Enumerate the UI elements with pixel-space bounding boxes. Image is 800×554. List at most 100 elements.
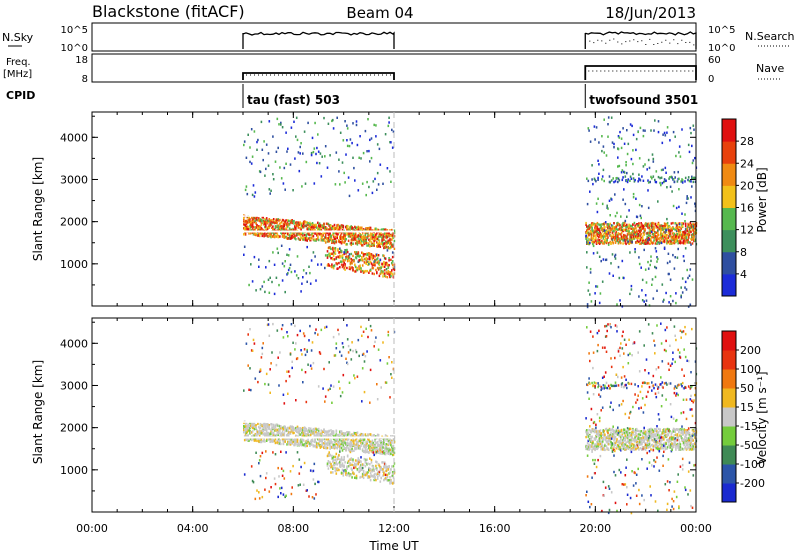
range-cell: [317, 226, 320, 229]
range-cell: [334, 240, 337, 244]
range-cell: [607, 223, 610, 227]
range-cell: [367, 440, 369, 443]
range-cell: [650, 129, 652, 132]
range-cell: [586, 303, 589, 306]
range-cell: [266, 227, 269, 231]
range-cell: [642, 134, 645, 138]
range-cell: [358, 239, 360, 243]
range-cell: [320, 239, 323, 242]
range-cell: [330, 432, 332, 436]
range-cell: [676, 226, 679, 230]
range-cell: [324, 431, 326, 434]
range-cell: [614, 238, 616, 242]
range-cell: [360, 444, 362, 448]
range-cell: [668, 272, 670, 276]
range-cell: [675, 235, 677, 238]
range-cell: [628, 232, 630, 235]
range-cell: [348, 464, 351, 467]
range-cell: [297, 237, 300, 240]
range-cell: [347, 256, 350, 259]
range-cell: [384, 434, 387, 437]
colorbar-tick-label: 4: [740, 268, 747, 281]
range-cell: [599, 235, 602, 239]
range-cell: [361, 367, 364, 370]
range-cell: [354, 236, 357, 239]
range-cell: [371, 266, 374, 270]
range-cell: [247, 221, 249, 224]
range-cell: [348, 259, 351, 262]
range-cell: [267, 234, 270, 238]
range-cell: [343, 439, 345, 443]
range-cell: [250, 437, 252, 441]
range-cell: [372, 465, 375, 469]
range-cell: [366, 450, 368, 453]
range-cell: [332, 443, 335, 447]
range-cell: [616, 237, 618, 241]
range-cell: [680, 286, 682, 289]
range-cell: [388, 447, 390, 450]
range-cell: [266, 231, 269, 234]
range-cell: [376, 253, 378, 256]
range-cell: [318, 227, 321, 230]
range-cell: [265, 228, 268, 231]
range-cell: [326, 264, 329, 267]
range-cell: [348, 444, 351, 447]
range-cell: [352, 435, 354, 438]
range-cell: [331, 240, 333, 243]
range-cell: [645, 222, 648, 226]
range-cell: [362, 463, 365, 467]
range-cell: [330, 446, 332, 449]
range-cell: [278, 235, 280, 239]
range-cell: [375, 478, 377, 482]
range-cell: [351, 463, 353, 467]
range-cell: [305, 441, 308, 445]
range-cell: [359, 226, 361, 229]
range-cell: [626, 152, 629, 156]
range-cell: [317, 431, 320, 434]
range-cell: [289, 221, 292, 224]
range-cell: [591, 178, 593, 181]
range-cell: [253, 428, 256, 431]
range-cell: [603, 223, 605, 227]
range-cell: [348, 442, 351, 445]
range-cell: [641, 236, 644, 240]
range-cell: [346, 258, 349, 261]
range-cell: [347, 447, 350, 450]
range-cell: [335, 429, 338, 432]
range-cell: [359, 476, 361, 479]
range-cell: [249, 160, 251, 164]
range-cell: [383, 471, 385, 474]
range-cell: [300, 429, 302, 432]
range-cell: [631, 233, 633, 237]
range-cell: [279, 351, 281, 354]
range-cell: [376, 398, 379, 401]
range-cell: [344, 470, 346, 474]
range-cell: [338, 239, 340, 242]
range-cell: [256, 439, 258, 443]
range-cell: [626, 239, 629, 242]
range-cell: [331, 265, 333, 269]
range-cell: [389, 241, 391, 244]
range-cell: [309, 429, 312, 432]
range-cell: [368, 438, 370, 441]
range-cell: [598, 255, 601, 258]
range-cell: [661, 181, 664, 185]
range-cell: [684, 286, 686, 289]
range-cell: [351, 448, 353, 451]
range-cell: [339, 394, 342, 398]
range-cell: [640, 216, 642, 220]
range-cell: [264, 382, 266, 386]
range-cell: [690, 196, 692, 199]
range-cell: [270, 432, 272, 435]
range-cell: [363, 261, 366, 264]
range-cell: [376, 477, 379, 480]
range-cell: [243, 228, 246, 232]
range-cell: [660, 238, 663, 241]
range-cell: [243, 223, 246, 226]
range-cell: [321, 443, 323, 446]
range-cell: [317, 438, 320, 441]
range-cell: [295, 229, 297, 232]
range-cell: [302, 232, 304, 235]
range-cell: [361, 237, 363, 240]
